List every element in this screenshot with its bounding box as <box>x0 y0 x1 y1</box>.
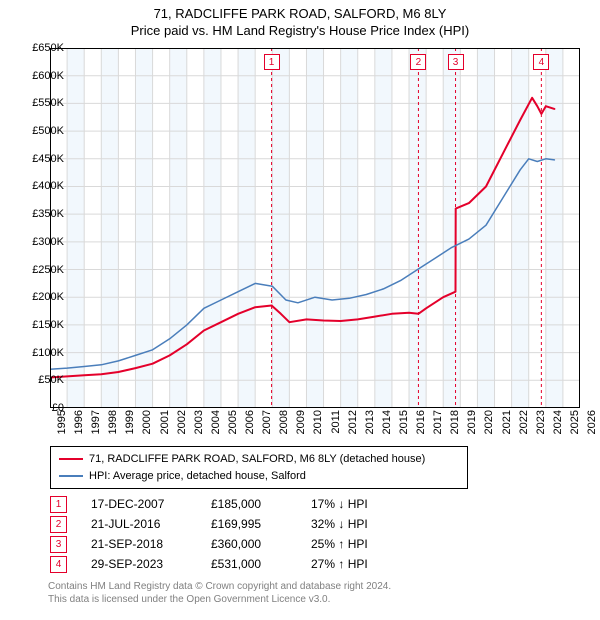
figure-container: 71, RADCLIFFE PARK ROAD, SALFORD, M6 8LY… <box>0 0 600 620</box>
chart-svg <box>50 48 580 408</box>
x-tick-label: 1995 <box>56 410 68 450</box>
x-tick-label: 2023 <box>535 410 547 450</box>
sale-marker: 2 <box>50 516 67 533</box>
x-tick-label: 2019 <box>466 410 478 450</box>
sale-row: 3 21-SEP-2018£360,00025% ↑ HPI <box>50 534 431 554</box>
y-tick-label: £200K <box>14 291 64 303</box>
legend-row: 71, RADCLIFFE PARK ROAD, SALFORD, M6 8LY… <box>59 451 459 468</box>
x-tick-label: 2013 <box>364 410 376 450</box>
x-tick-label: 1998 <box>107 410 119 450</box>
x-tick-label: 2014 <box>381 410 393 450</box>
legend: 71, RADCLIFFE PARK ROAD, SALFORD, M6 8LY… <box>50 446 468 489</box>
y-tick-label: £600K <box>14 70 64 82</box>
sale-diff: 17% ↓ HPI <box>311 497 431 511</box>
y-tick-label: £150K <box>14 319 64 331</box>
legend-label: HPI: Average price, detached house, Salf… <box>89 468 306 485</box>
sale-price: £360,000 <box>211 537 311 551</box>
x-tick-label: 1996 <box>73 410 85 450</box>
event-marker: 3 <box>448 54 464 70</box>
x-tick-label: 2012 <box>347 410 359 450</box>
x-tick-label: 2002 <box>176 410 188 450</box>
y-tick-label: £250K <box>14 264 64 276</box>
x-tick-label: 2005 <box>227 410 239 450</box>
x-tick-label: 2008 <box>278 410 290 450</box>
sale-date: 21-SEP-2018 <box>91 537 211 551</box>
sale-diff: 32% ↓ HPI <box>311 517 431 531</box>
x-tick-label: 2020 <box>483 410 495 450</box>
x-tick-label: 2025 <box>569 410 581 450</box>
sale-row: 4 29-SEP-2023£531,00027% ↑ HPI <box>50 554 431 574</box>
x-tick-label: 2000 <box>141 410 153 450</box>
sale-row: 1 17-DEC-2007£185,00017% ↓ HPI <box>50 494 431 514</box>
y-tick-label: £350K <box>14 208 64 220</box>
x-tick-label: 2006 <box>244 410 256 450</box>
x-tick-label: 2021 <box>501 410 513 450</box>
x-tick-label: 2010 <box>312 410 324 450</box>
sale-marker: 4 <box>50 556 67 573</box>
sale-price: £169,995 <box>211 517 311 531</box>
title-block: 71, RADCLIFFE PARK ROAD, SALFORD, M6 8LY… <box>0 0 600 40</box>
x-tick-label: 2015 <box>398 410 410 450</box>
sale-diff: 27% ↑ HPI <box>311 557 431 571</box>
x-tick-label: 2024 <box>552 410 564 450</box>
y-tick-label: £100K <box>14 347 64 359</box>
x-tick-label: 2004 <box>210 410 222 450</box>
y-tick-label: £500K <box>14 125 64 137</box>
sale-marker: 1 <box>50 496 67 513</box>
y-tick-label: £300K <box>14 236 64 248</box>
legend-label: 71, RADCLIFFE PARK ROAD, SALFORD, M6 8LY… <box>89 451 425 468</box>
footer-line1: Contains HM Land Registry data © Crown c… <box>48 580 391 593</box>
y-tick-label: £450K <box>14 153 64 165</box>
x-tick-label: 2018 <box>449 410 461 450</box>
sale-date: 21-JUL-2016 <box>91 517 211 531</box>
title-address: 71, RADCLIFFE PARK ROAD, SALFORD, M6 8LY <box>0 6 600 23</box>
x-tick-label: 2003 <box>193 410 205 450</box>
sale-price: £185,000 <box>211 497 311 511</box>
sale-row: 2 21-JUL-2016£169,99532% ↓ HPI <box>50 514 431 534</box>
event-marker: 1 <box>264 54 280 70</box>
legend-swatch <box>59 475 83 477</box>
chart-area <box>50 48 580 408</box>
legend-swatch <box>59 458 83 460</box>
x-tick-label: 1999 <box>124 410 136 450</box>
x-tick-label: 2017 <box>432 410 444 450</box>
x-tick-label: 2026 <box>586 410 598 450</box>
x-tick-label: 2011 <box>330 410 342 450</box>
y-tick-label: £650K <box>14 42 64 54</box>
sale-price: £531,000 <box>211 557 311 571</box>
title-subtitle: Price paid vs. HM Land Registry's House … <box>0 23 600 40</box>
sale-marker: 3 <box>50 536 67 553</box>
sale-date: 17-DEC-2007 <box>91 497 211 511</box>
y-tick-label: £50K <box>14 374 64 386</box>
x-tick-label: 2009 <box>295 410 307 450</box>
y-tick-label: £400K <box>14 180 64 192</box>
footer-line2: This data is licensed under the Open Gov… <box>48 593 391 606</box>
sales-table: 1 17-DEC-2007£185,00017% ↓ HPI 2 21-JUL-201… <box>50 494 431 574</box>
sale-diff: 25% ↑ HPI <box>311 537 431 551</box>
legend-row: HPI: Average price, detached house, Salf… <box>59 468 459 485</box>
attribution-footer: Contains HM Land Registry data © Crown c… <box>48 580 391 606</box>
x-tick-label: 2007 <box>261 410 273 450</box>
x-tick-label: 2022 <box>518 410 530 450</box>
y-tick-label: £550K <box>14 97 64 109</box>
x-tick-label: 2001 <box>159 410 171 450</box>
sale-date: 29-SEP-2023 <box>91 557 211 571</box>
event-marker: 4 <box>533 54 549 70</box>
event-marker: 2 <box>410 54 426 70</box>
x-tick-label: 2016 <box>415 410 427 450</box>
x-tick-label: 1997 <box>90 410 102 450</box>
